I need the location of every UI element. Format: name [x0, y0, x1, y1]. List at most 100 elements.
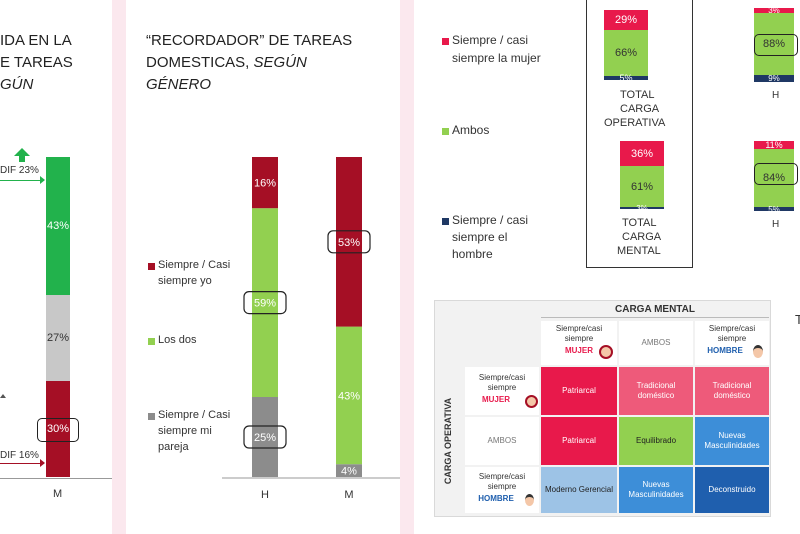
matrix-cell: Deconstruido [695, 467, 769, 513]
woman-avatar-icon [525, 395, 538, 408]
col-mujer-line2: siempre [564, 334, 594, 343]
legend-label: Siempre / casi [452, 33, 529, 47]
panel1-title-line1: IDA EN LA [0, 32, 72, 49]
panel1-title-line2: E TAREAS [0, 54, 73, 71]
row-mujer-line2: siempre [487, 383, 517, 392]
matrix-cell: Tradicional doméstico [695, 367, 769, 415]
bar-segment: 5% [754, 205, 794, 214]
bar-segment: 30% [46, 381, 70, 477]
bar-segment: 3% [754, 6, 794, 15]
matrix-cell: Equilibrado [619, 417, 693, 465]
bar-segment: 29% [604, 10, 648, 30]
panel1-title-line3: GÚN [0, 76, 34, 93]
x-tick-label: M [344, 489, 353, 501]
total-mental-caption: CARGA [622, 231, 662, 243]
row-hombre-line1: Siempre/casi [478, 472, 526, 481]
legend-swatch [442, 38, 449, 45]
woman-avatar-icon [599, 345, 613, 359]
total-operativa-caption: TOTAL [620, 89, 655, 101]
mini-bar-bottom: 11% 84% 5% [754, 140, 794, 214]
bar-segment: 36% [620, 141, 664, 166]
highlight-box [754, 163, 798, 185]
bar-segment: 43% [46, 157, 70, 295]
legend-label: Ambos [452, 123, 490, 137]
panel-reminder-chart: “RECORDADOR” DE TAREAS DOMESTICAS, SEGÚN… [126, 0, 400, 534]
col-mujer-line3: MUJER [564, 346, 593, 355]
bar-value-label: 25% [254, 432, 276, 444]
bar-segment: 61% [620, 166, 664, 207]
legend-swatch [442, 218, 449, 225]
legend-label: Los dos [158, 334, 197, 346]
man-avatar-icon [753, 345, 763, 358]
bar-value-label: 59% [254, 298, 276, 310]
legend-label: pareja [158, 441, 189, 453]
total-operativa-bar: 29% 66% 5% [604, 10, 648, 83]
bar-value-label: 16% [254, 178, 276, 190]
bar-value-label: 53% [338, 237, 360, 249]
bar-segment: 5% [604, 73, 648, 83]
highlight-box [243, 291, 287, 315]
total-mental-caption: MENTAL [617, 245, 661, 257]
col-hombre-line2: siempre [717, 334, 747, 343]
panel1-bar-m: 43% 27% 30% [46, 157, 70, 477]
total-operativa-caption: CARGA [620, 103, 660, 115]
bar-segment [252, 397, 278, 477]
reminder-stacked-bar-chart: 25% 59% 16% H 4% 43% 53% M [222, 157, 400, 501]
panel2-title-line2-text: DOMESTICAS, [146, 54, 254, 71]
dif-bottom-label: DIF 16% [0, 450, 39, 461]
panel2-title-line1: “RECORDADOR” DE TAREAS [146, 32, 353, 49]
highlight-box [37, 418, 79, 442]
total-mental-bar: 36% 61% 3% [620, 141, 664, 213]
panel2-title-line3: GÉNERO [146, 76, 212, 93]
bar-segment: 9% [754, 74, 794, 83]
panel-gender-division: IDA EN LA E TAREAS GÚN DIF 23% 43% 27% 3… [0, 0, 112, 534]
matrix-row-mujer: Siempre/casi siempre MUJER [465, 367, 539, 415]
dif-bottom-arrowhead [40, 459, 45, 467]
row-mujer-line1: Siempre/casi [478, 373, 526, 382]
mini-top-caption: H [772, 90, 780, 101]
legend-label: siempre yo [158, 275, 212, 287]
panel1-x-label: M [53, 488, 63, 500]
matrix-col-mujer: Siempre/casi siempre MUJER [541, 321, 617, 365]
highlight-box [327, 230, 371, 254]
matrix-col-header: CARGA MENTAL [541, 303, 769, 318]
highlight-box [243, 425, 287, 449]
matrix-col-ambos: AMBOS [619, 321, 693, 365]
legend-label: siempre la mujer [452, 51, 541, 65]
panel1-axis [0, 478, 112, 479]
bar-segment [252, 208, 278, 397]
bar-value-label: 4% [341, 466, 357, 478]
legend-label: Siempre / casi [452, 213, 529, 227]
matrix-cell: Moderno Gerencial [541, 467, 617, 513]
totals-box [586, 0, 693, 268]
legend-swatch [148, 338, 155, 345]
dif-top-arrowhead [40, 176, 45, 184]
bar-segment: 11% [754, 140, 794, 150]
bar-segment [336, 326, 362, 465]
dif-top-label: DIF 23% [0, 165, 39, 176]
bar-segment [252, 157, 278, 209]
x-tick-label: H [261, 489, 269, 501]
col-mujer-line1: Siempre/casi [555, 324, 603, 333]
panel-load-matrix: Siempre / casi siempre la mujer Ambos Si… [414, 0, 800, 534]
bar-segment: 88% [754, 13, 794, 75]
mini-bar-top: 3% 88% 9% [754, 6, 794, 83]
matrix-cell: Nuevas Masculinidades [619, 467, 693, 513]
bar-segment [336, 464, 362, 477]
row-hombre-line2: siempre [487, 482, 517, 491]
mini-bottom-caption: H [772, 219, 780, 230]
total-operativa-caption: OPERATIVA [604, 117, 666, 129]
bar-segment: 66% [604, 30, 648, 76]
legend-label: siempre el [452, 230, 508, 244]
matrix-col-hombre: Siempre/casi siempre HOMBRE [695, 321, 769, 365]
legend-label: Siempre / Casi [158, 259, 231, 271]
bar-segment: 27% [46, 295, 70, 381]
load-matrix: CARGA MENTAL CARGA OPERATIVA Siempre/cas… [434, 300, 771, 517]
man-avatar-icon [525, 494, 534, 506]
matrix-cell: Tradicional doméstico [619, 367, 693, 415]
matrix-cell: Patriarcal [541, 417, 617, 465]
row-hombre-line3: HOMBRE [478, 494, 514, 503]
edge-letter: T [795, 312, 800, 327]
bar-segment: 3% [620, 204, 664, 213]
matrix-row-ambos: AMBOS [465, 417, 539, 465]
